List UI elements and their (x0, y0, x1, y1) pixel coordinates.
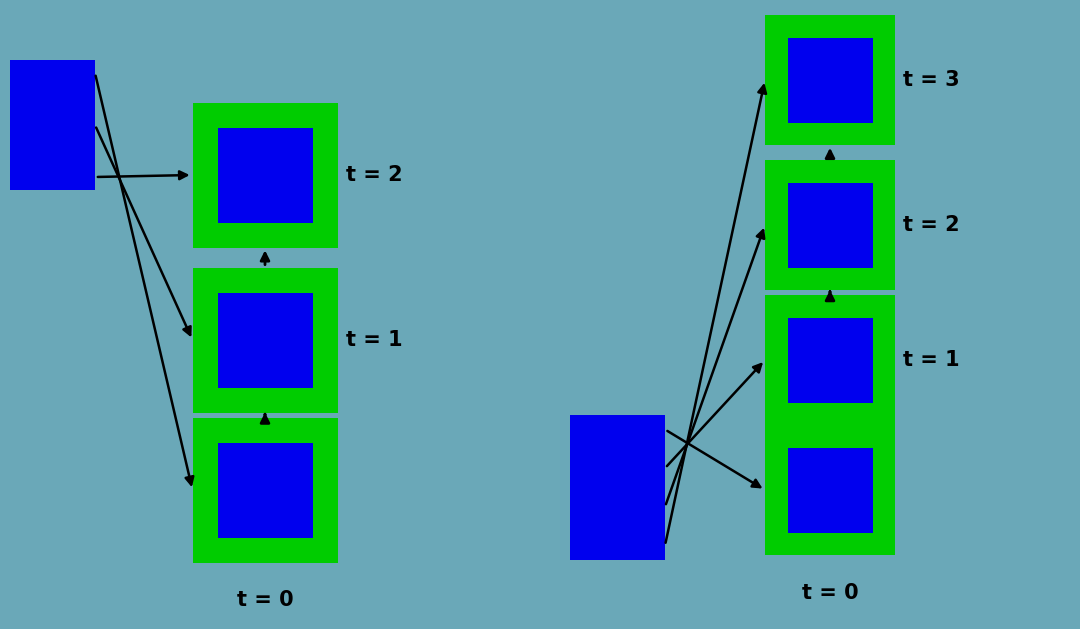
Bar (570, 415, 665, 560)
Bar (217, 442, 312, 538)
Bar (217, 292, 312, 387)
Bar (787, 318, 873, 403)
Bar (765, 295, 895, 425)
Bar (765, 425, 895, 555)
Bar (765, 15, 895, 145)
Text: t = 0: t = 0 (237, 591, 294, 611)
Bar (787, 447, 873, 533)
Text: t = 0: t = 0 (801, 583, 859, 603)
Text: t = 1: t = 1 (346, 330, 402, 350)
Bar (787, 182, 873, 267)
Bar (765, 160, 895, 290)
Bar (217, 128, 312, 223)
Bar (10, 60, 95, 190)
Text: t = 1: t = 1 (903, 350, 960, 370)
Bar (192, 267, 337, 413)
Bar (787, 38, 873, 123)
Text: t = 2: t = 2 (903, 215, 960, 235)
Bar (192, 418, 337, 562)
Text: t = 2: t = 2 (346, 165, 402, 185)
Bar (192, 103, 337, 247)
Text: t = 3: t = 3 (903, 70, 960, 90)
